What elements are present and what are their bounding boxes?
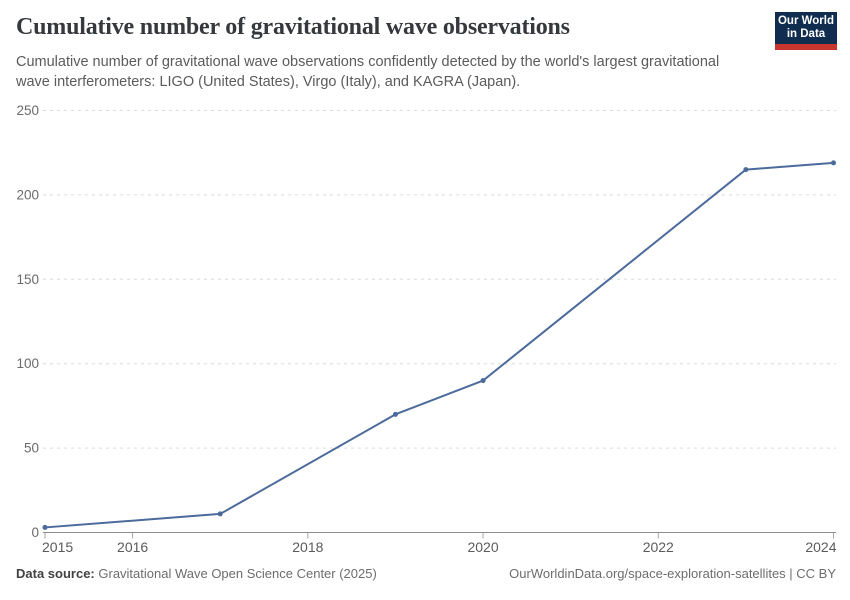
data-point-2020[interactable] bbox=[480, 378, 486, 384]
data-point-2024[interactable] bbox=[831, 160, 836, 166]
data-point-2023[interactable] bbox=[743, 167, 749, 173]
y-axis-tick-label: 100 bbox=[16, 356, 39, 371]
data-point-2019[interactable] bbox=[392, 411, 398, 417]
chart-footer: Data source: Gravitational Wave Open Sci… bbox=[16, 566, 836, 581]
owid-logo[interactable]: Our World in Data bbox=[775, 12, 837, 50]
footer-link[interactable]: OurWorldinData.org/space-exploration-sat… bbox=[509, 566, 836, 581]
x-axis-tick-label: 2024 bbox=[805, 539, 836, 555]
data-source-text: Gravitational Wave Open Science Center (… bbox=[98, 566, 377, 581]
x-axis-tick-label: 2016 bbox=[117, 539, 148, 555]
x-axis-tick-label: 2020 bbox=[467, 539, 498, 555]
data-point-2015[interactable] bbox=[42, 524, 48, 530]
subtitle-line-1: Cumulative number of gravitational wave … bbox=[16, 54, 720, 70]
x-axis-tick-label: 2022 bbox=[643, 539, 674, 555]
owid-logo-line-2: in Data bbox=[786, 28, 826, 40]
y-axis-tick-label: 200 bbox=[16, 187, 39, 202]
subtitle-line-2: wave interferometers: LIGO (United State… bbox=[16, 74, 521, 90]
x-axis-tick-label: 2018 bbox=[292, 539, 323, 555]
data-source: Data source: Gravitational Wave Open Sci… bbox=[16, 566, 377, 581]
owid-logo-line-1: Our World bbox=[777, 14, 834, 27]
data-point-2017[interactable] bbox=[217, 511, 223, 517]
y-axis-tick-label: 150 bbox=[16, 272, 39, 287]
series-line[interactable] bbox=[44, 161, 835, 529]
y-axis-tick-label: 250 bbox=[16, 103, 39, 118]
y-axis-tick-label: 0 bbox=[31, 525, 39, 540]
x-axis-tick-label: 2015 bbox=[42, 539, 73, 555]
chart-subtitle: Cumulative number of gravitational wave … bbox=[16, 52, 776, 92]
page-title: Cumulative number of gravitational wave … bbox=[16, 14, 570, 40]
data-source-label: Data source: bbox=[16, 566, 95, 581]
y-axis-tick-label: 50 bbox=[24, 441, 39, 456]
